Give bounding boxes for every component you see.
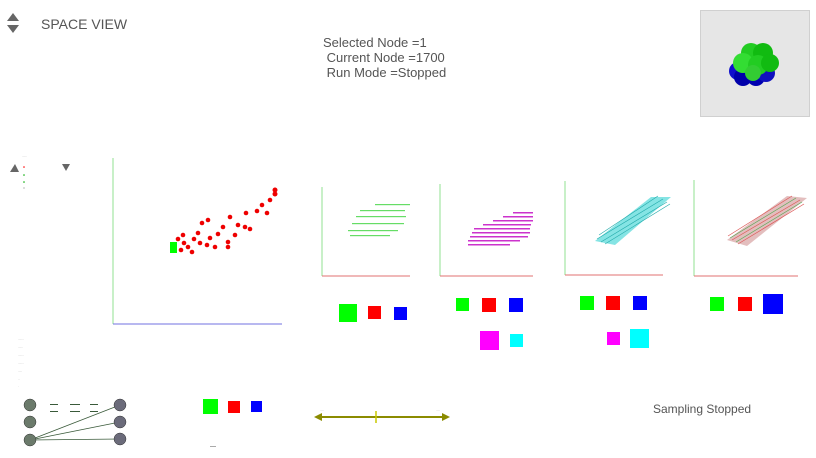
space-preview-panel[interactable] xyxy=(700,10,810,117)
plot-cyan[interactable] xyxy=(563,179,673,279)
svg-text:..: .. xyxy=(18,377,20,381)
svg-text:.....: ..... xyxy=(436,408,440,412)
svg-text:.......: ....... xyxy=(18,361,24,365)
sampling-status: Sampling Stopped xyxy=(653,402,752,416)
plot-mixed[interactable] xyxy=(692,178,807,280)
plot-green[interactable] xyxy=(320,185,415,280)
status-panel: Selected Node =1 Current Node =1700 Run … xyxy=(323,35,446,80)
current-node-label: Current Node =1700 xyxy=(323,50,445,65)
green-square xyxy=(339,304,357,322)
app-title: SPACE VIEW xyxy=(41,16,128,32)
blue-square xyxy=(763,294,783,314)
green-square xyxy=(710,297,724,311)
blue-square xyxy=(633,296,647,310)
small-caption xyxy=(210,446,216,447)
plot-magenta[interactable] xyxy=(438,182,543,282)
svg-text:......: ...... xyxy=(22,154,27,158)
selected-node-label: Selected Node =1 xyxy=(323,35,427,50)
red-square xyxy=(738,297,752,311)
green-square xyxy=(580,296,594,310)
blue-square xyxy=(251,401,262,412)
red-square xyxy=(368,306,381,319)
svg-text:.: . xyxy=(18,384,19,388)
magenta-square xyxy=(480,331,499,350)
svg-text:.......: ....... xyxy=(18,337,24,341)
svg-text:......: ...... xyxy=(18,345,23,349)
sphere-cluster-icon xyxy=(729,43,779,86)
network-diagram[interactable] xyxy=(20,395,135,450)
blue-square xyxy=(509,298,523,312)
range-slider[interactable]: ..... ..... xyxy=(312,406,454,428)
scroll-arrows-icon[interactable] xyxy=(6,12,20,36)
magenta-square xyxy=(607,332,620,345)
red-square xyxy=(228,401,240,413)
green-square xyxy=(456,298,469,311)
cyan-square xyxy=(510,334,523,347)
cyan-square xyxy=(630,329,649,348)
run-mode-label: Run Mode =Stopped xyxy=(323,65,447,80)
green-square xyxy=(203,399,218,414)
main-scatter-plot[interactable] xyxy=(110,155,290,330)
svg-text:.......: ....... xyxy=(18,353,24,357)
red-square xyxy=(606,296,620,310)
triangle-down-icon xyxy=(62,164,70,171)
left-legend: ...... xyxy=(10,154,70,189)
svg-text:.....: ..... xyxy=(320,408,324,412)
red-square xyxy=(482,298,496,312)
node-list: ....... ...... ....... ....... ..... .. … xyxy=(18,337,24,388)
triangle-left-icon xyxy=(10,164,19,172)
blue-square xyxy=(394,307,407,320)
svg-text:.....: ..... xyxy=(18,369,22,373)
